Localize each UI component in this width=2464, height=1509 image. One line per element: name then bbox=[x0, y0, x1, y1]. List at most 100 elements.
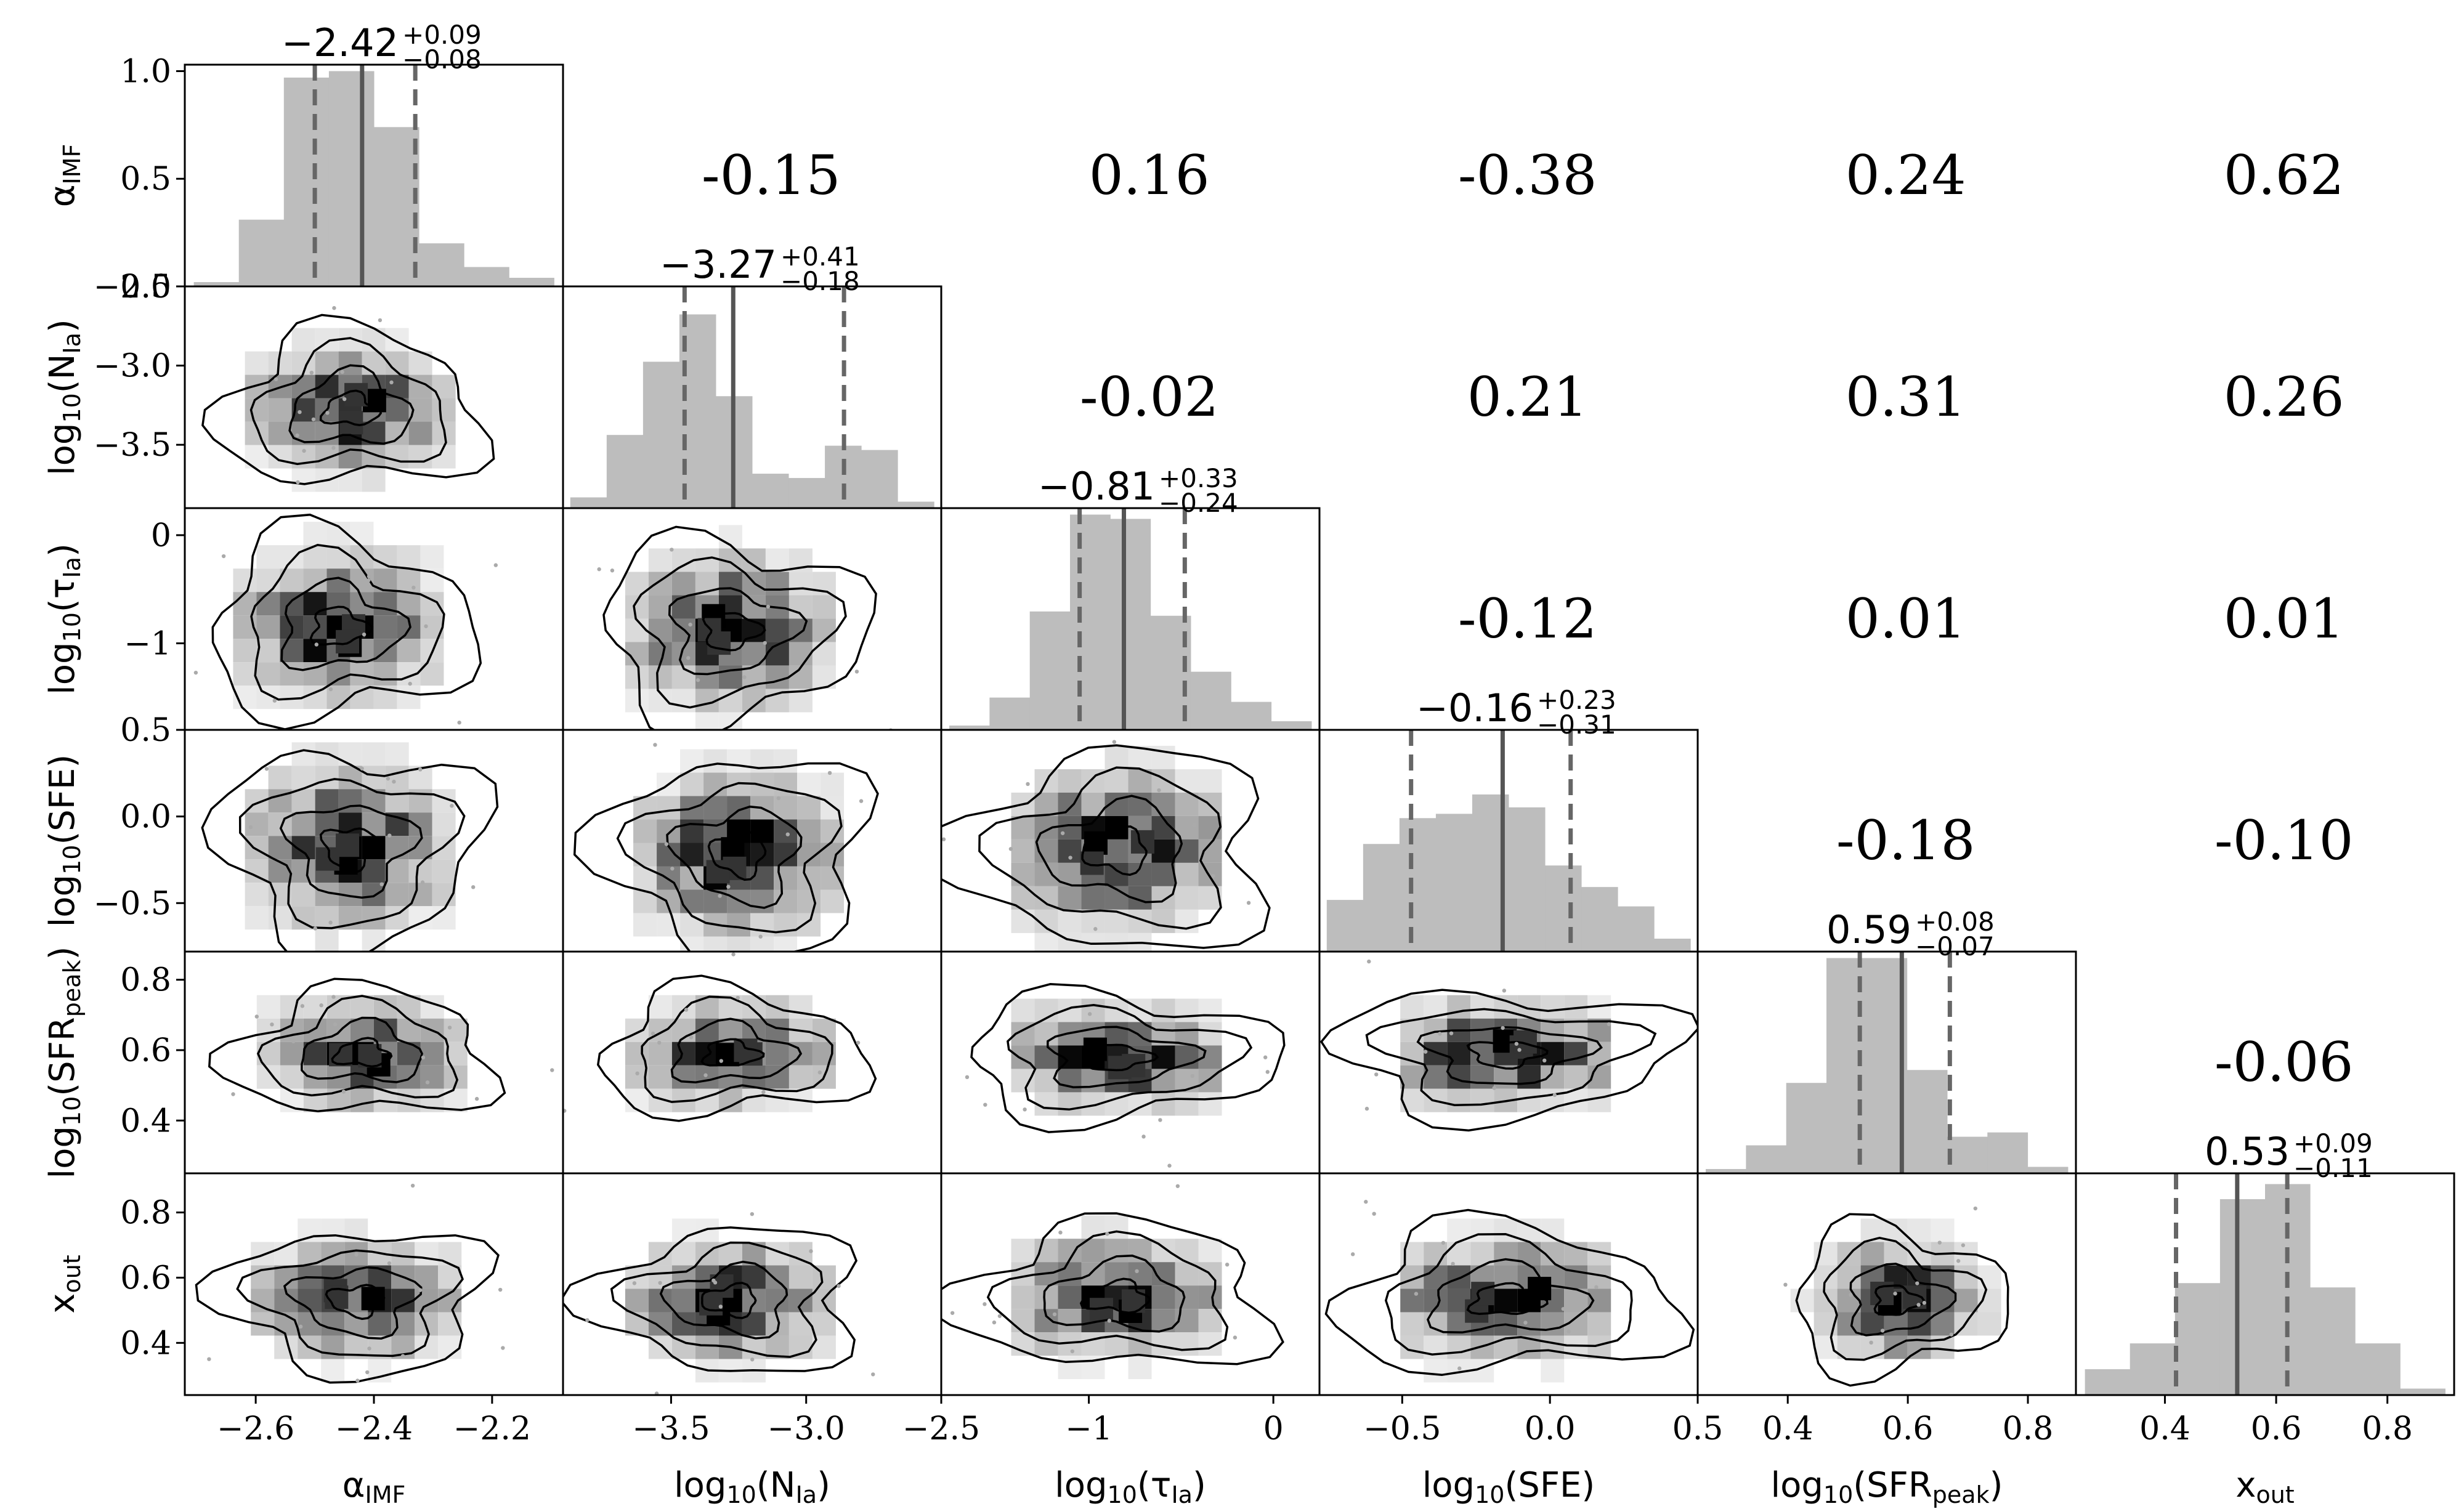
histogram-bar bbox=[642, 362, 680, 508]
outlier-point bbox=[1916, 1303, 1921, 1307]
outlier-point bbox=[686, 656, 691, 660]
outlier-point bbox=[474, 1096, 479, 1101]
density-cell bbox=[1128, 1262, 1152, 1286]
density-cell bbox=[432, 859, 456, 883]
density-cell bbox=[633, 866, 657, 890]
outlier-point bbox=[1915, 1281, 1919, 1285]
y-axis-row-1: −3.5 −3.0 −2.5 bbox=[94, 269, 185, 464]
outlier-point bbox=[410, 1183, 415, 1188]
correlation-value: 0.62 bbox=[2224, 144, 2344, 207]
outlier-point bbox=[1058, 1230, 1063, 1235]
density-cell bbox=[291, 468, 315, 492]
histogram-panel-3: −0.16 +0.23−0.31 bbox=[1318, 685, 1699, 953]
density-cell bbox=[397, 639, 421, 663]
density-cell bbox=[625, 618, 649, 642]
correlation-value: -0.02 bbox=[1080, 365, 1219, 429]
density-cell bbox=[718, 1018, 742, 1042]
y-axis-label-0: αIMF bbox=[43, 144, 86, 208]
outlier-point bbox=[298, 1324, 303, 1329]
pair-panel-5-3 bbox=[1318, 1172, 1699, 1396]
outlier-point bbox=[766, 604, 771, 609]
density-cell bbox=[812, 1289, 836, 1313]
outlier-point bbox=[1374, 1072, 1379, 1077]
outlier-point bbox=[1922, 1301, 1926, 1305]
density-cell bbox=[256, 1042, 280, 1066]
outlier-point bbox=[295, 433, 299, 438]
outlier-point bbox=[785, 832, 790, 836]
density-cell bbox=[1564, 1042, 1588, 1066]
density-cell bbox=[315, 766, 339, 790]
contour-line bbox=[616, 782, 843, 934]
outlier-point bbox=[1233, 1335, 1238, 1340]
density-cell bbox=[1954, 1265, 1978, 1289]
density-cell bbox=[420, 1042, 444, 1066]
outlier-point bbox=[1225, 1262, 1230, 1267]
density-cell bbox=[397, 568, 421, 593]
outlier-point bbox=[447, 1026, 452, 1030]
outlier-point bbox=[859, 799, 864, 803]
density-cell bbox=[391, 1242, 415, 1266]
density-cell bbox=[420, 545, 444, 569]
outlier-point bbox=[1172, 1176, 1175, 1179]
density-cell bbox=[1400, 995, 1424, 1019]
density-cell bbox=[774, 749, 798, 773]
density-peak bbox=[706, 860, 730, 884]
histogram-title-median: −2.42 bbox=[282, 20, 399, 65]
density-cell bbox=[1400, 1289, 1424, 1313]
contour-line bbox=[238, 778, 466, 929]
density-cell bbox=[1081, 998, 1105, 1022]
density-cell bbox=[1058, 1309, 1082, 1333]
density-cell bbox=[718, 1088, 742, 1112]
outlier-point bbox=[231, 1092, 235, 1096]
x-axis-col-3: −0.5 0.0 0.5 bbox=[1363, 1395, 1723, 1447]
outlier-point bbox=[1937, 1240, 1942, 1245]
density-cell bbox=[680, 889, 704, 913]
outlier-point bbox=[254, 1150, 258, 1154]
outlier-point bbox=[457, 720, 461, 725]
density-cell bbox=[415, 1289, 439, 1313]
density-cell bbox=[1198, 815, 1222, 839]
density-cell bbox=[350, 995, 374, 1019]
density-cell bbox=[315, 789, 339, 813]
density-cell bbox=[1447, 1242, 1471, 1266]
contour-line bbox=[941, 744, 1271, 949]
density-cell bbox=[750, 866, 774, 890]
density-cell bbox=[1931, 1289, 1955, 1313]
histogram-bar bbox=[1110, 519, 1151, 730]
y-axis-row-3: −0.5 0.0 0.5 bbox=[94, 712, 185, 922]
outlier-point bbox=[1158, 1118, 1162, 1122]
contour-line bbox=[978, 766, 1222, 930]
density-cell bbox=[695, 1218, 719, 1242]
pair-panel-3-1 bbox=[562, 729, 942, 953]
histogram-panel-2: −0.81 +0.33−0.24 bbox=[940, 463, 1321, 731]
outlier-point bbox=[302, 448, 306, 453]
density-cell bbox=[350, 522, 374, 546]
density-cell bbox=[1541, 1312, 1565, 1336]
y-axis-label-5: xout bbox=[43, 1255, 86, 1313]
histogram-bar bbox=[570, 497, 607, 508]
outlier-point bbox=[664, 842, 669, 846]
density-cell bbox=[397, 1088, 421, 1112]
contour-line bbox=[1079, 1277, 1151, 1314]
histogram-bar bbox=[1947, 1136, 1988, 1173]
density-cell bbox=[1198, 862, 1222, 886]
outlier-point bbox=[296, 480, 300, 485]
outlier-point bbox=[450, 804, 454, 808]
outlier-point bbox=[983, 1102, 987, 1107]
contour-line bbox=[702, 611, 766, 652]
density-cell bbox=[1081, 1262, 1105, 1286]
density-cell bbox=[1494, 1289, 1518, 1313]
histogram-panel-5: 0.53 +0.09−0.11 bbox=[2075, 1128, 2455, 1396]
density-cell bbox=[1175, 769, 1199, 793]
contour-line bbox=[211, 513, 482, 730]
density-cell bbox=[1011, 862, 1035, 886]
density-cell bbox=[1198, 1239, 1222, 1263]
density-cell bbox=[1011, 1285, 1035, 1309]
correlation-value: 0.16 bbox=[1089, 144, 1210, 207]
y-tick-label: 0.8 bbox=[120, 1195, 171, 1232]
density-cell bbox=[1977, 1312, 2001, 1336]
x-axis-col-1: −3.5 −3.0 −2.5 bbox=[632, 1395, 980, 1447]
y-axis-row-5: 0.4 0.6 0.8 bbox=[120, 1195, 185, 1362]
density-cell bbox=[648, 618, 672, 642]
density-cell bbox=[1541, 1335, 1565, 1359]
